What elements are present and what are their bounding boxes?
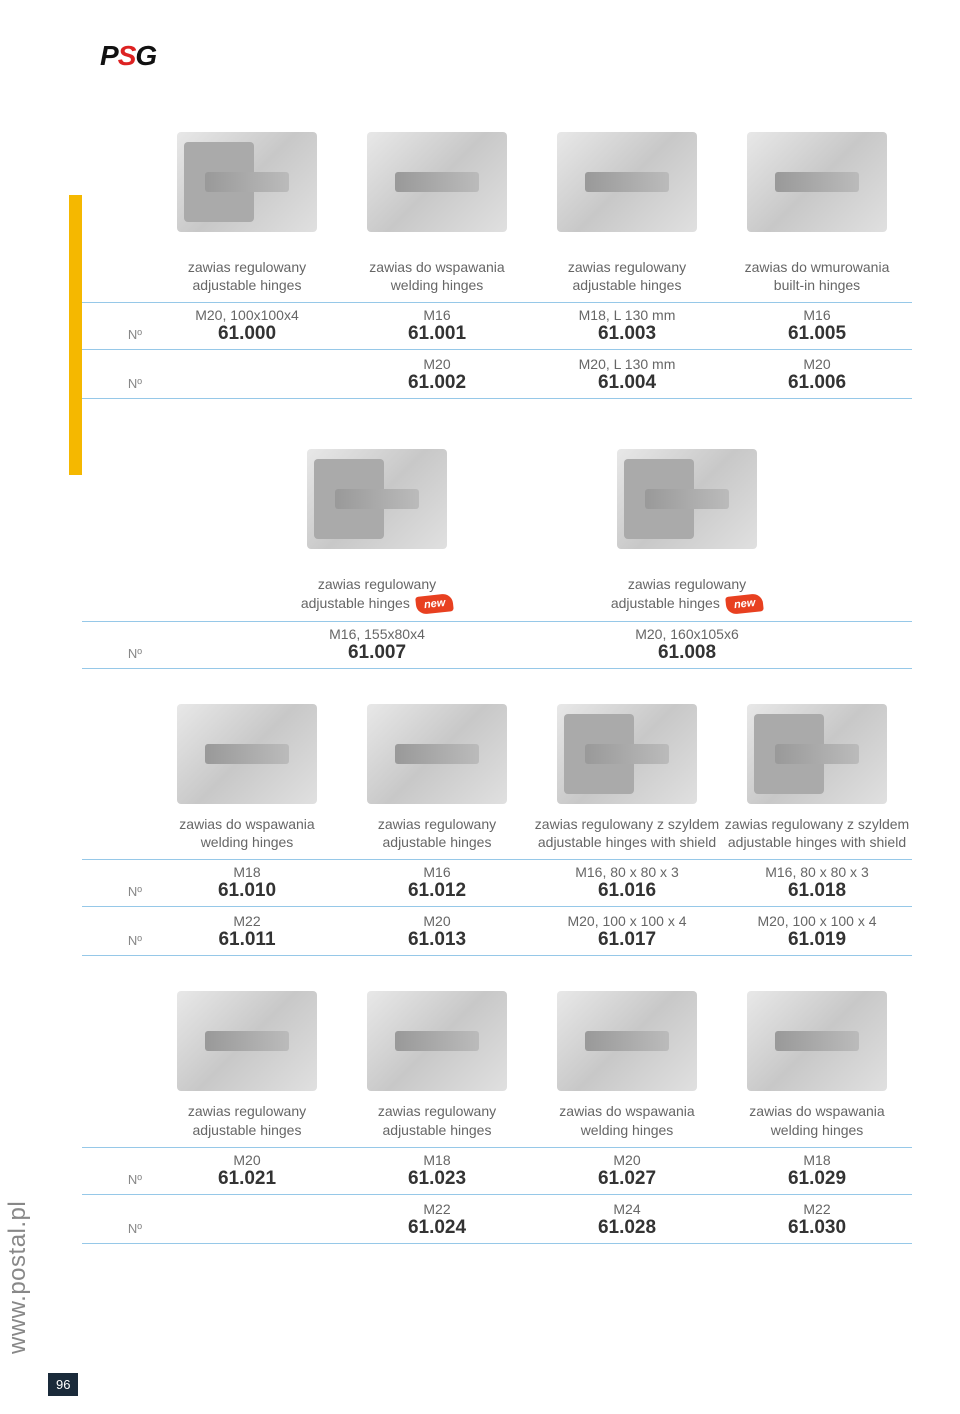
product-spec: M16 (342, 864, 532, 880)
product-spec: M18, L 130 mm (532, 307, 722, 323)
product-image (747, 991, 887, 1091)
product-spec: M16, 155x80x4 (222, 626, 532, 642)
product-title: zawias do wspawaniawelding hinges (152, 815, 342, 851)
product-spec (152, 1201, 342, 1217)
product-spec: M16, 80 x 80 x 3 (532, 864, 722, 880)
page-number: 96 (48, 1373, 78, 1396)
product-number: 61.007 (222, 642, 532, 664)
product-title: zawias regulowanyadjustable hinges (152, 1102, 342, 1138)
row-label: Nº (82, 1221, 152, 1236)
product-image (367, 991, 507, 1091)
row-label: Nº (82, 933, 152, 948)
product-number: 61.028 (532, 1217, 722, 1239)
product-title: zawias regulowanyadjustable hinges (152, 258, 342, 294)
row-label: Nº (82, 1172, 152, 1187)
product-spec: M20, 100x100x4 (152, 307, 342, 323)
product-image (367, 132, 507, 232)
product-image (557, 704, 697, 804)
product-number: 61.027 (532, 1168, 722, 1190)
product-spec: M20 (722, 356, 912, 372)
product-title: zawias regulowanyadjustable hinges (342, 815, 532, 851)
product-title: zawias do wmurowaniabuilt-in hinges (722, 258, 912, 294)
section-2: zawias regulowany adjustable hinges new … (82, 429, 912, 669)
product-number: 61.016 (532, 880, 722, 902)
product-spec: M16 (342, 307, 532, 323)
product-number: 61.019 (722, 929, 912, 951)
row-label: Nº (82, 376, 152, 391)
product-spec: M20, 100 x 100 x 4 (722, 913, 912, 929)
product-image (617, 449, 757, 549)
section-4: zawias regulowanyadjustable hinges zawia… (82, 986, 912, 1243)
row-label: Nº (82, 327, 152, 342)
product-title: zawias regulowanyadjustable hinges (342, 1102, 532, 1138)
product-spec: M20, 100 x 100 x 4 (532, 913, 722, 929)
new-badge: new (415, 593, 454, 615)
catalog-page: PSG zawias regulowanyadjustable hinges z… (82, 40, 912, 1274)
product-title: zawias regulowanyadjustable hinges (532, 258, 722, 294)
new-badge: new (725, 593, 764, 615)
side-url: www.postal.pl (4, 1201, 32, 1354)
product-spec: M22 (152, 913, 342, 929)
product-spec: M16 (722, 307, 912, 323)
product-number: 61.010 (152, 880, 342, 902)
product-image (557, 991, 697, 1091)
product-number: 61.006 (722, 372, 912, 394)
product-image (367, 704, 507, 804)
product-number: 61.017 (532, 929, 722, 951)
product-image (747, 704, 887, 804)
product-spec: M18 (342, 1152, 532, 1168)
product-spec: M24 (532, 1201, 722, 1217)
product-number: 61.029 (722, 1168, 912, 1190)
row-label: Nº (82, 884, 152, 899)
product-title: zawias regulowany adjustable hinges new (222, 575, 532, 613)
product-spec: M18 (152, 864, 342, 880)
product-image (177, 704, 317, 804)
product-number: 61.002 (342, 372, 532, 394)
product-image (177, 991, 317, 1091)
product-number: 61.013 (342, 929, 532, 951)
product-title: zawias do wspawaniawelding hinges (342, 258, 532, 294)
product-image (177, 132, 317, 232)
product-title: zawias regulowany z szyldemadjustable hi… (532, 815, 722, 851)
product-number: 61.011 (152, 929, 342, 951)
product-number: 61.023 (342, 1168, 532, 1190)
product-spec: M18 (722, 1152, 912, 1168)
product-number: 61.004 (532, 372, 722, 394)
section-3: zawias do wspawaniawelding hinges zawias… (82, 699, 912, 956)
product-number: 61.024 (342, 1217, 532, 1239)
product-number: 61.008 (532, 642, 842, 664)
product-spec: M20 (152, 1152, 342, 1168)
product-number: 61.003 (532, 323, 722, 345)
product-spec: M20, L 130 mm (532, 356, 722, 372)
product-spec: M20 (342, 913, 532, 929)
product-number: 61.001 (342, 323, 532, 345)
product-spec: M22 (342, 1201, 532, 1217)
product-spec: M16, 80 x 80 x 3 (722, 864, 912, 880)
product-number: 61.030 (722, 1217, 912, 1239)
product-title: zawias regulowany adjustable hinges new (532, 575, 842, 613)
row-label: Nº (82, 646, 152, 661)
product-number: 61.000 (152, 323, 342, 345)
product-image (557, 132, 697, 232)
product-number: 61.018 (722, 880, 912, 902)
product-number: 61.012 (342, 880, 532, 902)
product-spec: M20 (532, 1152, 722, 1168)
side-accent (69, 195, 82, 475)
product-title: zawias do wspawaniawelding hinges (532, 1102, 722, 1138)
product-image (747, 132, 887, 232)
product-title: zawias do wspawaniawelding hinges (722, 1102, 912, 1138)
product-number: 61.005 (722, 323, 912, 345)
section-1: zawias regulowanyadjustable hinges zawia… (82, 112, 912, 399)
brand-logo: PSG (100, 40, 912, 72)
product-spec: M20, 160x105x6 (532, 626, 842, 642)
product-spec: M22 (722, 1201, 912, 1217)
product-spec (152, 356, 342, 372)
product-image (307, 449, 447, 549)
product-spec: M20 (342, 356, 532, 372)
product-number: 61.021 (152, 1168, 342, 1190)
product-title: zawias regulowany z szyldemadjustable hi… (722, 815, 912, 851)
